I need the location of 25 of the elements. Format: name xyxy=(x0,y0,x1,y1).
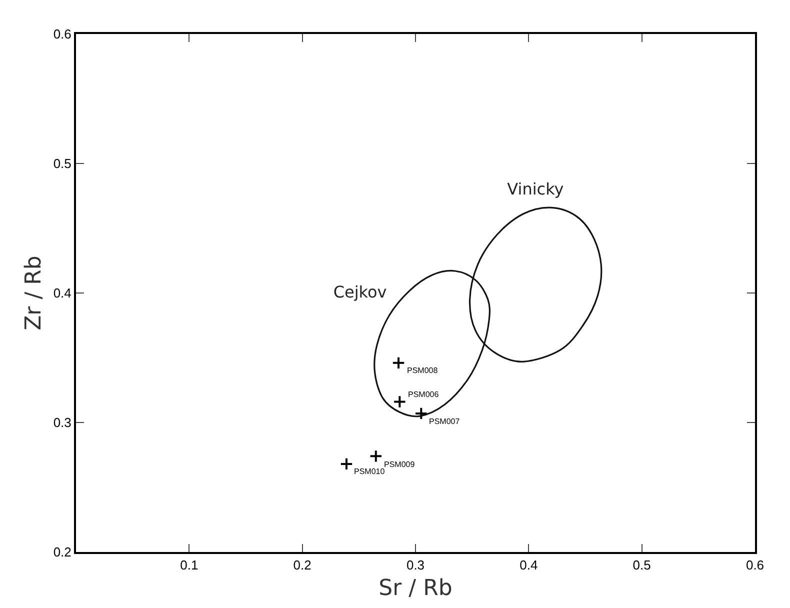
annotation: Cejkov xyxy=(333,282,387,302)
x-tick-label: 0.5 xyxy=(632,558,651,573)
annotation: PSM006 xyxy=(408,390,440,399)
point xyxy=(392,356,406,370)
x-tick-label: 0.6 xyxy=(746,558,764,573)
y-tick-label: 0.3 xyxy=(53,415,72,430)
point xyxy=(340,457,354,471)
y-tick-label: 0.6 xyxy=(53,26,72,42)
annotation: Vinicky xyxy=(507,180,564,199)
x-tick-label: 0.2 xyxy=(293,558,312,573)
y-tick-label: 0.2 xyxy=(53,544,72,560)
x-tick-label: 0.3 xyxy=(406,558,425,573)
annotation: PSM010 xyxy=(354,467,386,476)
y-axis-title: Zr / Rb xyxy=(22,256,47,330)
point xyxy=(414,406,428,420)
annotation: PSM009 xyxy=(384,460,416,469)
annotation: PSM007 xyxy=(429,417,460,426)
annotation: PSM008 xyxy=(407,366,438,375)
x-tick-label: 0.4 xyxy=(520,558,538,573)
y-tick-label: 0.4 xyxy=(53,286,72,301)
point xyxy=(369,450,382,463)
x-tick-label: 0.1 xyxy=(180,558,198,573)
point xyxy=(393,395,406,408)
y-tick-label: 0.5 xyxy=(53,156,72,172)
x-axis-title: Sr / Rb xyxy=(378,576,452,601)
